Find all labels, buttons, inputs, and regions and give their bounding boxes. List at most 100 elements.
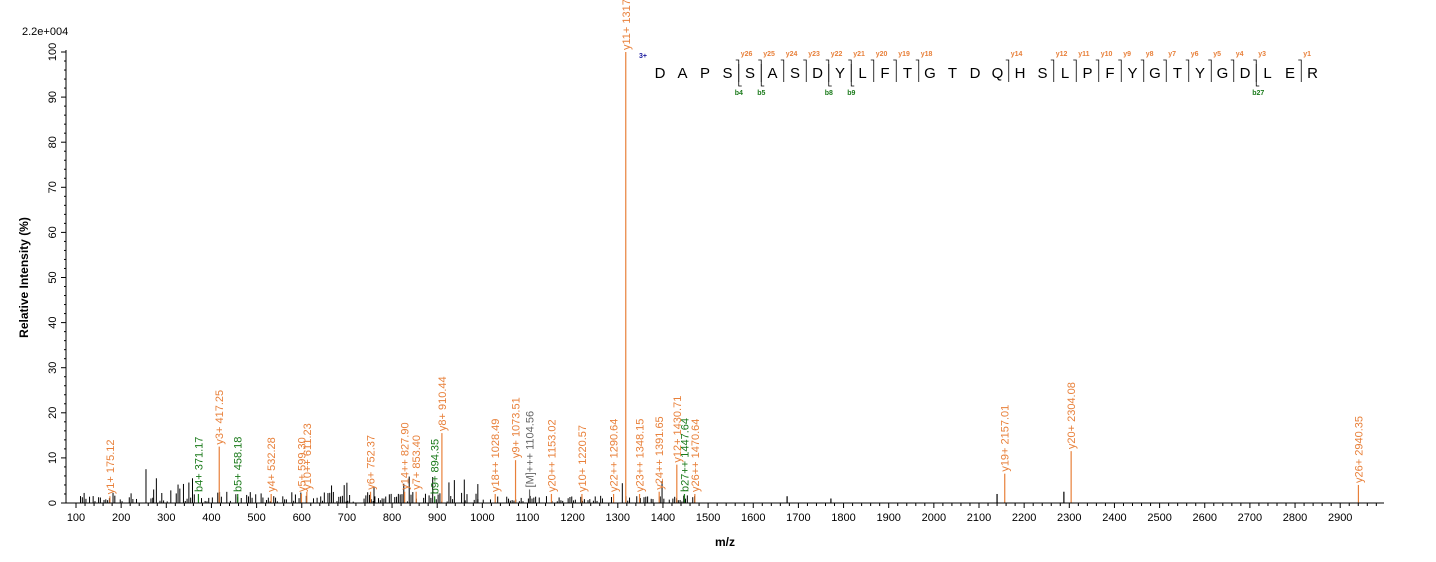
residue: T: [1173, 65, 1182, 82]
x-tick-label: 1800: [831, 512, 855, 524]
x-tick-label: 2300: [1057, 512, 1081, 524]
x-tick-label: 200: [112, 512, 130, 524]
y-ion-label: y9: [1123, 51, 1131, 58]
y-tick-label: 20: [47, 407, 59, 419]
peak-label: y6+ 752.37: [366, 435, 378, 490]
residue: F: [880, 65, 889, 82]
x-tick-label: 800: [383, 512, 401, 524]
residue: D: [655, 65, 666, 82]
y-cleavage-mark: [1095, 59, 1100, 82]
annotated-peaks: y1+ 175.12 b4+ 371.17 y3+ 417.25 b5+ 458.18…: [105, 0, 1365, 503]
residue: D: [970, 65, 981, 82]
residue: G: [1217, 65, 1229, 82]
x-tick-label: 2400: [1102, 512, 1126, 524]
x-tick-label: 2700: [1238, 512, 1262, 524]
y-ion-label: y23: [808, 51, 820, 58]
residue: F: [1105, 65, 1114, 82]
peak-label: y11+ 1317.63: [621, 0, 633, 50]
x-tick-label: 1700: [786, 512, 810, 524]
peak-label: y10++ 611.23: [302, 423, 314, 489]
residue: L: [858, 65, 866, 82]
y-cleavage-mark: [1253, 59, 1257, 82]
b-ion-label: b8: [825, 90, 833, 97]
residue: S: [722, 65, 732, 82]
residue: L: [1061, 65, 1069, 82]
x-tick-label: 2000: [922, 512, 946, 524]
charge-label: 3+: [639, 53, 647, 60]
peak-label: y10+ 1220.57: [577, 425, 589, 492]
y-cleavage-mark: [1163, 59, 1167, 82]
residue: P: [1082, 65, 1092, 82]
x-tick-label: 700: [338, 512, 356, 524]
x-tick-label: 1200: [560, 512, 584, 524]
y-ion-label: y14: [1011, 51, 1023, 58]
residue: H: [1015, 65, 1026, 82]
y-ion-label: y24: [786, 51, 798, 58]
y-cleavage-mark: [1298, 59, 1302, 82]
y-cleavage-mark: [758, 59, 762, 82]
y-cleavage-mark: [1140, 59, 1145, 82]
y-cleavage-mark: [1208, 59, 1212, 82]
x-tick-label: 2800: [1283, 512, 1307, 524]
x-tick-label: 2200: [1012, 512, 1036, 524]
x-tick-label: 1000: [470, 512, 494, 524]
axes: 0 10 20 30 40 50 60 70 80 90 100 100 200 300 400 500 600…: [47, 43, 1384, 524]
x-tick-label: 300: [157, 512, 175, 524]
y-tick-label: 0: [47, 500, 59, 506]
b-cleavage-mark: [1255, 64, 1260, 87]
y-ion-label: y7: [1168, 51, 1176, 58]
y-ion-label: y6: [1191, 51, 1199, 58]
x-tick-label: 2600: [1193, 512, 1217, 524]
residue: S: [1037, 65, 1047, 82]
y-axis-title: Relative Intensity (%): [17, 217, 31, 338]
x-tick-label: 1100: [516, 512, 540, 524]
peak-label: y26+ 2940.35: [1353, 416, 1365, 483]
x-tick-label: 400: [202, 512, 220, 524]
x-tick-label: 1300: [606, 512, 630, 524]
x-tick-label: 1400: [651, 512, 675, 524]
peak-label: y4+ 532.28: [266, 437, 278, 492]
y-cleavage-mark: [825, 59, 830, 82]
b-ion-label: b9: [847, 90, 855, 97]
x-axis-title: m/z: [715, 535, 735, 549]
peak-label: y14++ 827.90: [400, 422, 412, 489]
y-ion-label: y8: [1146, 51, 1154, 58]
x-tick-label: 600: [293, 512, 311, 524]
peak-label: [M]+++ 1104.56: [525, 411, 537, 488]
peak-label: y20+ 2304.08: [1066, 382, 1078, 449]
peak-label: b27++ 1447.64: [679, 418, 691, 492]
peak-label: y5+ 599.30: [296, 437, 308, 492]
b-cleavage-mark: [738, 64, 742, 87]
y-ion-label: y25: [763, 51, 775, 58]
y-cleavage-mark: [735, 59, 740, 82]
peak-label: y23++ 1348.15: [635, 419, 647, 492]
b-cleavage-mark: [850, 64, 855, 87]
residue: S: [790, 65, 800, 82]
residue: E: [1285, 65, 1295, 82]
y-cleavage-mark: [803, 59, 807, 82]
x-tick-label: 900: [428, 512, 446, 524]
residue: D: [1240, 65, 1251, 82]
residue: G: [924, 65, 936, 82]
x-tick-label: 2100: [967, 512, 991, 524]
peak-label: b9+ 894.35: [430, 439, 442, 494]
y-cleavage-mark: [915, 59, 920, 82]
x-tick-label: 100: [67, 512, 85, 524]
peak-label: y8+ 910.44: [437, 376, 449, 431]
x-tick-label: 1900: [876, 512, 900, 524]
x-tick-label: 1600: [741, 512, 765, 524]
y-tick-label: 70: [47, 181, 59, 193]
y-cleavage-mark: [1185, 59, 1190, 82]
y-tick-label: 100: [47, 43, 59, 61]
b-ion-label: b4: [735, 90, 743, 97]
y-tick-label: 90: [47, 91, 59, 103]
y-ion-label: y19: [898, 51, 910, 58]
residue: A: [767, 65, 777, 82]
peak-label: y1+ 175.12: [105, 439, 117, 494]
residue: Y: [835, 65, 845, 82]
residue: Y: [1127, 65, 1137, 82]
y-tick-label: 40: [47, 316, 59, 328]
residue: T: [948, 65, 957, 82]
